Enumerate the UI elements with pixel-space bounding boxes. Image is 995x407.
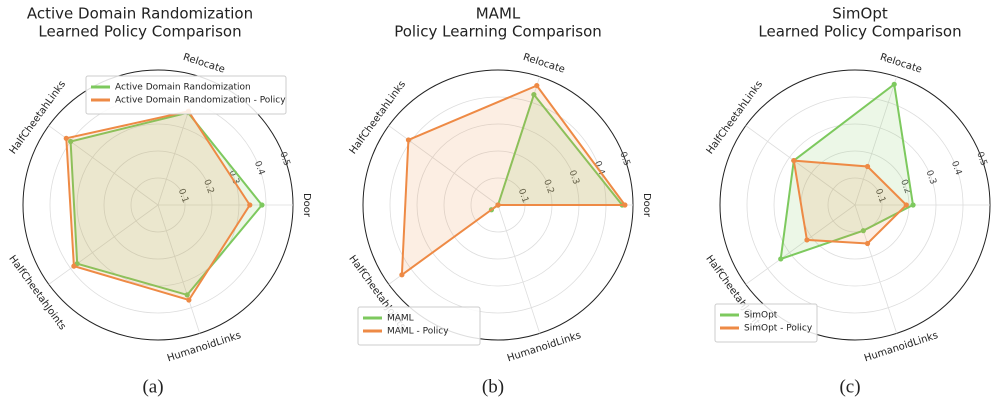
spoke — [854, 76, 898, 206]
r-tick-label: 0.1 — [176, 187, 190, 204]
chart-title: Learned Policy Comparison — [38, 23, 241, 41]
point — [531, 91, 537, 98]
r-tick-label: 0.5 — [277, 151, 291, 168]
axis-label: HalfCheetahLinks — [705, 79, 765, 156]
legend-text: Active Domain Randomization - Policy — [115, 96, 286, 106]
point — [622, 202, 628, 208]
r-tick-label: 0.4 — [949, 160, 963, 177]
r-tick-label: 0.3 — [566, 169, 580, 186]
axis-label: Relocate — [879, 52, 924, 76]
point — [71, 263, 77, 269]
series-area — [779, 82, 915, 261]
legend-text: SimOpt - Policy — [744, 324, 813, 334]
legend: MAML MAML - Policy — [357, 306, 481, 346]
r-tick-label: 0.4 — [252, 160, 266, 177]
point — [804, 237, 810, 243]
chart-title: Policy Learning Comparison — [394, 23, 602, 41]
chart-title: Active Domain Randomization — [27, 5, 253, 23]
spoke — [497, 204, 541, 334]
r-tick-label: 0.2 — [201, 178, 215, 195]
point — [864, 240, 871, 247]
axis-label: HumanoidLinks — [506, 330, 583, 364]
r-tick-label: 0.1 — [516, 187, 530, 204]
point — [495, 202, 501, 208]
caption: (c) — [839, 376, 860, 397]
point — [186, 297, 192, 303]
r-tick-label: 0.2 — [541, 178, 555, 195]
point — [63, 135, 69, 141]
axis-label: HalfCheetahLinks — [8, 79, 68, 156]
point — [860, 228, 866, 234]
legend-text: MAML — [387, 314, 414, 324]
legend-text: MAML - Policy — [387, 327, 449, 337]
legend: SimOpt SimOpt - Policy — [714, 303, 818, 343]
spoke — [48, 204, 159, 285]
axis-label: Door — [301, 193, 312, 218]
axis-label: HumanoidLinks — [863, 330, 940, 364]
axis-label: Door — [641, 193, 652, 218]
axis-label: HumanoidLinks — [166, 330, 243, 364]
point — [259, 202, 265, 208]
legend-box — [85, 75, 287, 115]
series-area — [400, 84, 627, 277]
r-tick-label: 0.5 — [617, 151, 631, 168]
legend-box — [714, 303, 818, 343]
spoke — [854, 204, 898, 334]
series-area — [65, 110, 251, 302]
point — [534, 82, 540, 89]
point — [891, 81, 897, 87]
point — [184, 292, 190, 298]
legend-text: Active Domain Randomization — [115, 83, 251, 93]
chart-title: Learned Policy Comparison — [758, 23, 961, 41]
r-tick-label: 0.3 — [923, 169, 937, 186]
series-area — [792, 159, 908, 245]
point — [247, 202, 253, 208]
spoke — [745, 125, 856, 206]
chart-title: SimOpt — [832, 5, 888, 23]
spoke — [157, 204, 201, 334]
point — [903, 202, 909, 208]
caption: (b) — [482, 376, 504, 397]
chart-title: MAML — [476, 5, 521, 23]
point — [405, 137, 412, 143]
axis-label: Relocate — [522, 52, 567, 76]
point — [864, 163, 871, 170]
legend: Active Domain Randomization Active Domain… — [85, 75, 287, 115]
point — [68, 138, 74, 145]
legend-box — [357, 306, 481, 346]
r-tick-label: 0.1 — [873, 187, 887, 204]
spoke — [745, 204, 856, 285]
point — [791, 157, 797, 164]
point — [399, 272, 405, 278]
caption: (a) — [142, 376, 163, 397]
point — [778, 256, 784, 262]
legend-text: SimOpt — [744, 311, 778, 321]
point — [910, 202, 916, 208]
axis-label: HalfCheetahLinks — [348, 79, 408, 156]
r-tick-label: 0.5 — [974, 151, 988, 168]
axis-label: Relocate — [182, 52, 227, 76]
